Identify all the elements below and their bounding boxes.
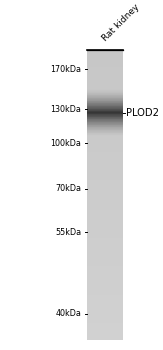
Text: 100kDa: 100kDa <box>51 139 82 148</box>
Text: 130kDa: 130kDa <box>51 105 82 114</box>
Text: 40kDa: 40kDa <box>56 309 82 318</box>
Text: 55kDa: 55kDa <box>55 228 82 237</box>
Text: PLOD2: PLOD2 <box>126 108 159 118</box>
Text: 70kDa: 70kDa <box>56 184 82 193</box>
Text: Rat kidney: Rat kidney <box>101 3 141 43</box>
Text: 170kDa: 170kDa <box>51 64 82 74</box>
